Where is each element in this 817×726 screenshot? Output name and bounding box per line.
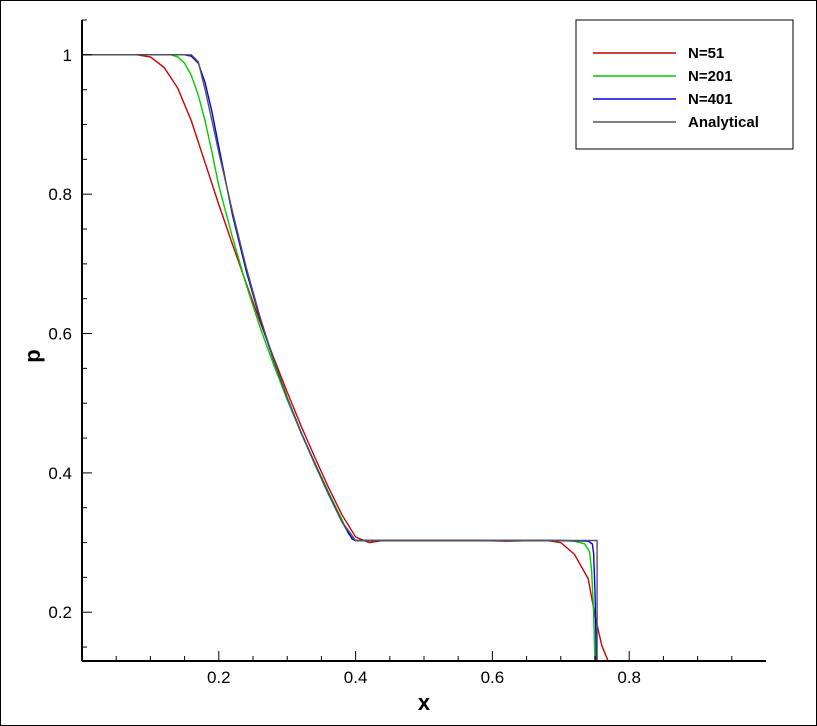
y-tick-label: 0.6 bbox=[48, 325, 72, 344]
legend-label: N=201 bbox=[688, 68, 733, 85]
legend-box bbox=[575, 19, 794, 150]
x-tick-label: 0.4 bbox=[344, 668, 368, 687]
legend-label: Analytical bbox=[688, 114, 759, 131]
series-line-2 bbox=[82, 54, 598, 661]
x-tick-label: 0.2 bbox=[207, 668, 231, 687]
x-axis-title: x bbox=[418, 690, 431, 715]
series-line-0 bbox=[82, 54, 609, 661]
y-axis-title: p bbox=[20, 349, 45, 362]
legend-label: N=401 bbox=[688, 91, 733, 108]
legend-label: N=51 bbox=[688, 45, 724, 62]
y-tick-label: 0.2 bbox=[48, 603, 72, 622]
series-line-1 bbox=[82, 54, 596, 661]
y-tick-label: 0.8 bbox=[48, 185, 72, 204]
legend-items: N=51 N=201 N=401 Analytical bbox=[593, 45, 759, 131]
series-line-3 bbox=[82, 54, 598, 661]
x-tick-label: 0.8 bbox=[617, 668, 641, 687]
y-tick-label: 1 bbox=[63, 46, 72, 65]
y-tick-label: 0.4 bbox=[48, 464, 72, 483]
x-tick-label: 0.6 bbox=[481, 668, 505, 687]
axes-layer: 0.2 0.4 0.6 0.8 0.2 0.4 0.6 0.8 1 bbox=[48, 19, 766, 687]
legend: N=51 N=201 N=401 Analytical bbox=[575, 19, 794, 150]
series-layer bbox=[82, 54, 609, 661]
